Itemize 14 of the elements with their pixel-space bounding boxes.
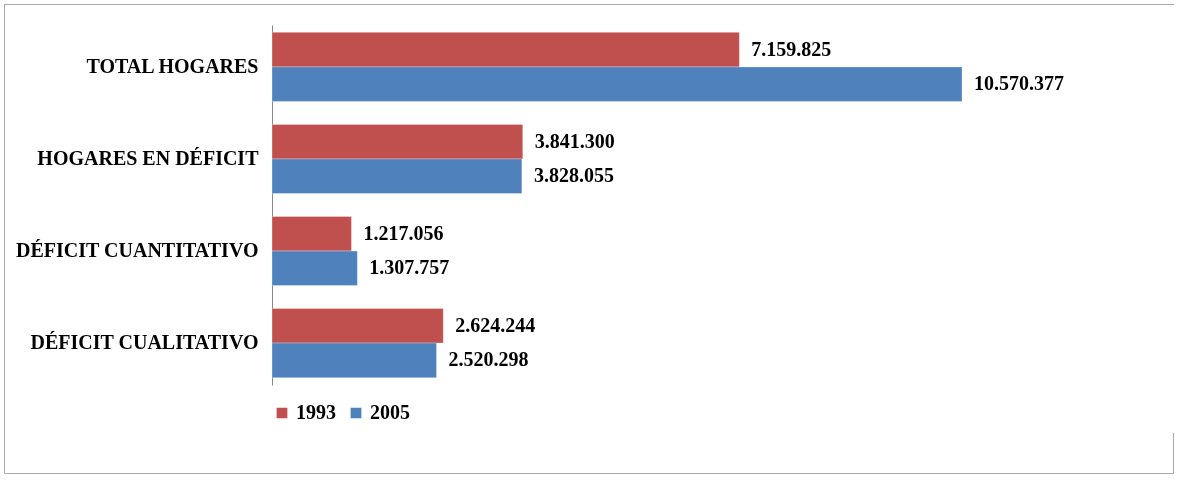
data-label: 1.307.757 <box>369 256 450 279</box>
data-label: 3.841.300 <box>534 129 615 152</box>
data-label: 1.217.056 <box>363 221 444 244</box>
data-label: 2.520.298 <box>448 348 529 371</box>
data-label: 7.159.825 <box>751 37 832 60</box>
y-tick-label: DÉFICIT CUALITATIVO <box>30 331 259 354</box>
y-tick-label: TOTAL HOGARES <box>86 54 259 77</box>
data-label: 10.570.377 <box>974 72 1064 95</box>
legend-label: 1993 <box>296 401 336 423</box>
y-tick-label: DÉFICIT CUANTITATIVO <box>16 239 259 262</box>
legend-label: 2005 <box>370 401 410 423</box>
data-label: 3.828.055 <box>533 164 614 187</box>
data-label: 2.624.244 <box>455 313 536 336</box>
y-tick-label: HOGARES EN DÉFICIT <box>37 146 260 169</box>
